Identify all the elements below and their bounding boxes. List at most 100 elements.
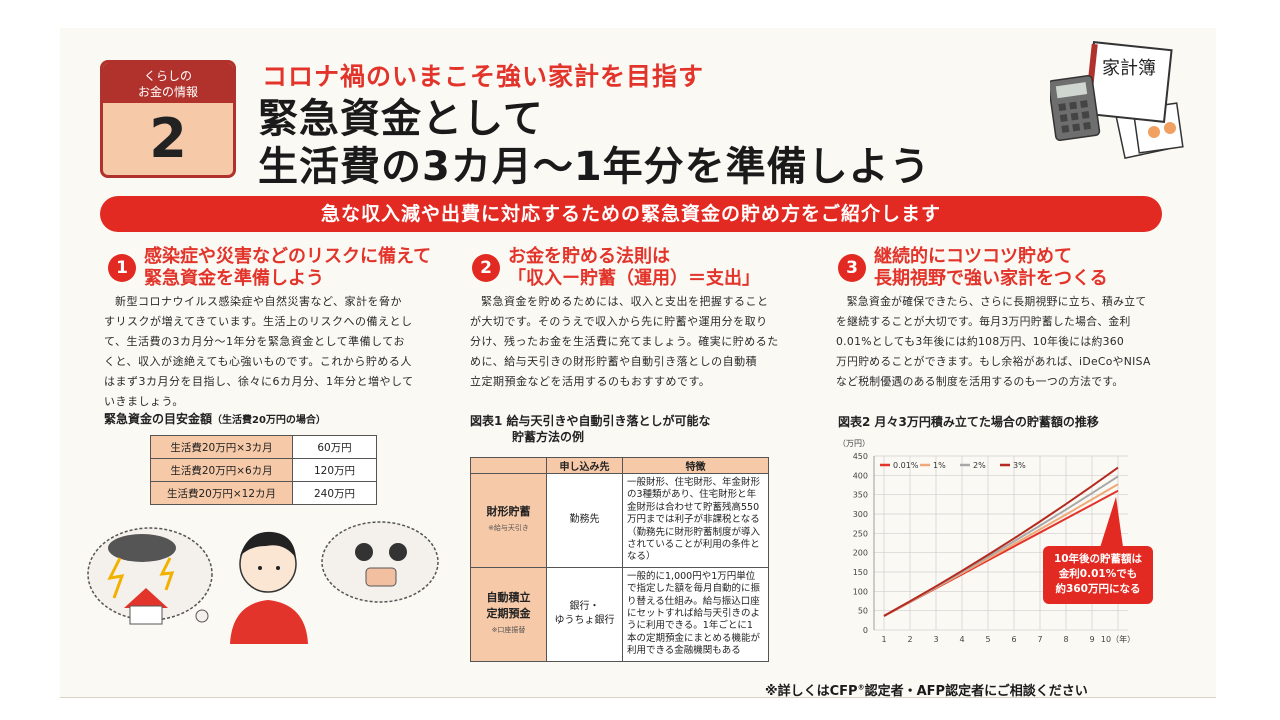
savings-table-title-line2: 貯蓄方法の例 — [512, 430, 585, 444]
section-1-body-line: すリスクが増えてきています。生活上のリスクへの備えとし — [104, 315, 413, 328]
section-1-number: 1 — [108, 254, 136, 282]
x-tick-label: 3 — [933, 635, 938, 644]
section-2-heading-line1: お金を貯める法則は — [508, 246, 670, 267]
table-cell-applicant: 勤務先 — [546, 473, 623, 568]
target-amount-table: 生活費20万円×3カ月 60万円 生活費20万円×6カ月 120万円 生活費20… — [150, 435, 377, 505]
section-3-body-line: 0.01%としても3年後には約108万円、10年後には約360 — [836, 335, 1125, 348]
table-cell-value: 120万円 — [292, 458, 377, 482]
book-label: 家計簿 — [1102, 58, 1156, 79]
feature-line: うに利用できる。1年ごとに1 — [627, 620, 753, 632]
worried-person-icon — [230, 531, 308, 644]
footer-note: ※詳しくはCFP®認定者・AFP認定者にご相談ください — [765, 680, 1088, 699]
page-title-line2: 生活費の3カ月〜1年分を準備しよう — [258, 144, 931, 190]
section-2-body-line: めに、給与天引きの財形貯蓄や自動引き落としの自動積 — [470, 355, 758, 368]
x-tick-label: 6 — [1011, 635, 1016, 644]
table-cell-method: 財形貯蓄 ※給与天引き — [470, 473, 547, 568]
feature-line: （勤務先に財形貯蓄制度が導入 — [627, 526, 761, 538]
legend-label: 2% — [973, 461, 986, 470]
table-cell-applicant: 銀行・ ゆうちょ銀行 — [546, 566, 623, 662]
section-2-heading: 2 お金を貯める法則は 「収入ー貯蓄（運用）＝支出」 — [472, 246, 760, 290]
y-tick-label: 0 — [863, 626, 868, 635]
x-tick-label: 8 — [1063, 635, 1068, 644]
badge-label-line2: お金の情報 — [137, 85, 198, 99]
section-2-number: 2 — [472, 254, 500, 282]
table-cell-value: 60万円 — [292, 435, 377, 459]
badge-label: くらしの お金の情報 — [103, 63, 233, 103]
risk-illustration — [87, 521, 439, 644]
virus-thought-bubble-icon — [321, 521, 439, 603]
section-2-body-line: 緊急資金を貯めるためには、収入と支出を把握すること — [481, 295, 769, 308]
table-row: 生活費20万円×12カ月 240万円 — [150, 481, 377, 505]
y-tick-label: 400 — [853, 471, 868, 480]
table-row: 財形貯蓄 ※給与天引き 勤務先 一般財形、住宅財形、年金財形 の3種類があり、住… — [470, 473, 769, 568]
footer-text-end: 認定者・AFP認定者にご相談ください — [864, 684, 1088, 699]
savings-table-title-line1: 図表1 給与天引きや自動引き落としが可能な — [470, 414, 711, 428]
annotation-line: 10年後の貯蓄額は — [1053, 553, 1143, 565]
x-tick-label: 4 — [959, 635, 964, 644]
book-icon: 家計簿 — [1084, 41, 1173, 123]
feature-line: にセットすれば給与天引きのよ — [627, 608, 761, 620]
y-tick-label: 50 — [858, 607, 868, 616]
section-3-heading-line1: 継続的にコツコツ貯めて — [874, 246, 1072, 267]
section-3-heading-line2: 長期視野で強い家計をつくる — [874, 268, 1108, 289]
section-1-body-line: くと、収入が途絶えても心強いものです。これから貯める人 — [104, 355, 412, 368]
target-table-title-text: 緊急資金の目安金額 — [104, 412, 213, 426]
table-cell-method: 自動積立 定期預金 ※口座振替 — [470, 566, 547, 662]
annotation-line: 金利0.01%でも — [1058, 568, 1138, 580]
registered-mark: ® — [857, 683, 865, 692]
section-1-heading-line1: 感染症や災害などのリスクに備えて — [144, 246, 432, 267]
table-header-cell: 申し込み先 — [546, 457, 623, 474]
section-1-body-line: て、生活費の3カ月分〜1年分を緊急資金として準備してお — [104, 335, 405, 348]
badge-label-line1: くらしの — [143, 69, 192, 83]
applicant-line: ゆうちょ銀行 — [554, 615, 615, 627]
target-table-title-note: （生活費20万円の場合） — [212, 415, 326, 426]
table-row: 生活費20万円×3カ月 60万円 — [150, 435, 377, 459]
section-1-heading-line2: 緊急資金を準備しよう — [144, 268, 324, 289]
x-tick-label: 9 — [1089, 635, 1094, 644]
y-tick-label: 150 — [853, 568, 868, 577]
feature-line: の3種類があり、住宅財形と年 — [627, 489, 757, 501]
y-tick-label: 250 — [853, 529, 868, 538]
method-name: 自動積立 定期預金 — [486, 591, 531, 621]
y-tick-label: 200 — [853, 549, 868, 558]
x-tick-label: 1 — [881, 635, 886, 644]
table-header-cell — [470, 457, 547, 474]
feature-line: なる） — [627, 551, 656, 563]
table-header-row: 申し込み先 特徴 — [470, 457, 769, 474]
table-cell-label: 生活費20万円×12カ月 — [150, 481, 293, 505]
y-tick-label: 300 — [853, 510, 868, 519]
legend-label: 1% — [933, 461, 946, 470]
table-row: 自動積立 定期預金 ※口座振替 銀行・ ゆうちょ銀行 一般的に1,000円や1万… — [470, 566, 769, 662]
account-book-illustration: 家計簿 — [1050, 41, 1184, 159]
section-2-body-line: 立定期預金などを活用するのもおすすめです。 — [470, 375, 711, 388]
legend-label: 3% — [1013, 461, 1026, 470]
applicant-line: 銀行・ — [569, 601, 600, 613]
x-tick-label: 10（年） — [1101, 634, 1135, 644]
section-3-heading: 3 継続的にコツコツ貯めて 長期視野で強い家計をつくる — [838, 246, 1108, 290]
intro-banner: 急な収入減や出費に対応するための緊急資金の貯め方をご紹介します — [100, 196, 1162, 232]
annotation-line: 約360万円になる — [1055, 583, 1141, 595]
section-badge: くらしの お金の情報 2 — [100, 60, 236, 178]
section-3-number: 3 — [838, 254, 866, 282]
section-2-body-line: 分け、残ったお金を生活費に充てましょう。確実に貯めるた — [470, 335, 779, 348]
x-tick-label: 5 — [985, 635, 990, 644]
method-note: ※給与天引き — [488, 524, 529, 533]
section-3-body-line: を継続することが大切です。毎月3万円貯蓄した場合、金利 — [836, 315, 1131, 328]
page-title-line1: 緊急資金として — [258, 96, 544, 142]
target-table-title: 緊急資金の目安金額（生活費20万円の場合） — [104, 410, 326, 427]
legend-label: 0.01% — [893, 461, 919, 470]
feature-line: 利用できる金融機関もある — [627, 645, 741, 657]
table-cell-features: 一般財形、住宅財形、年金財形 の3種類があり、住宅財形と年 金財形は合わせて貯蓄… — [622, 473, 769, 568]
x-tick-label: 2 — [907, 635, 912, 644]
section-3-body-line: 緊急資金が確保できたら、さらに長期視野に立ち、積み立て — [846, 295, 1147, 308]
badge-number: 2 — [149, 107, 187, 170]
applicant-line: 勤務先 — [569, 514, 600, 526]
section-3-body: 緊急資金が確保できたら、さらに長期視野に立ち、積み立て を継続することが大切です… — [836, 292, 1166, 392]
section-1-body-line: 新型コロナウイルス感染症や自然災害など、家計を脅か — [115, 295, 402, 308]
savings-table-title: 図表1 給与天引きや自動引き落としが可能な 貯蓄方法の例 — [470, 413, 711, 445]
feature-line: り替える仕組み。給与振込口座 — [627, 595, 760, 607]
section-1-body-line: いきましょう。 — [104, 395, 184, 408]
storm-thought-bubble-icon — [87, 527, 213, 625]
feature-line: で指定した額を毎月自動的に振 — [627, 583, 761, 595]
feature-line: 一般財形、住宅財形、年金財形 — [627, 477, 761, 488]
